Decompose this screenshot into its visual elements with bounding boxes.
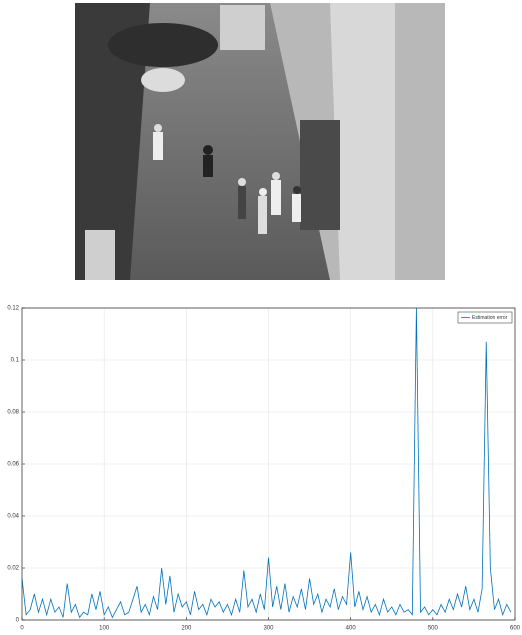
y-tick-label: 0.06 [7, 462, 19, 468]
x-tick-label: 400 [346, 626, 357, 632]
y-tick-label: 0.12 [7, 306, 19, 312]
x-tick-label: 600 [510, 626, 521, 632]
y-tick-label: 0.1 [11, 358, 20, 364]
y-tick-label: 0.04 [7, 514, 19, 520]
x-tick-label: 0 [20, 626, 24, 632]
y-tick-label: 0.08 [7, 410, 19, 416]
x-tick-label: 300 [263, 626, 274, 632]
x-tick-label: 500 [428, 626, 439, 632]
figure: 0 0.02 0.04 0.06 0.08 0.1 0.12 0 100 200 300 400 500… [0, 0, 522, 635]
x-tick-label: 200 [181, 626, 192, 632]
y-tick-label: 0 [16, 618, 20, 624]
photo [75, 3, 445, 280]
y-tick-label: 0.02 [7, 566, 19, 572]
x-tick-label: 100 [99, 626, 110, 632]
legend-label: Estimation error [472, 315, 508, 321]
